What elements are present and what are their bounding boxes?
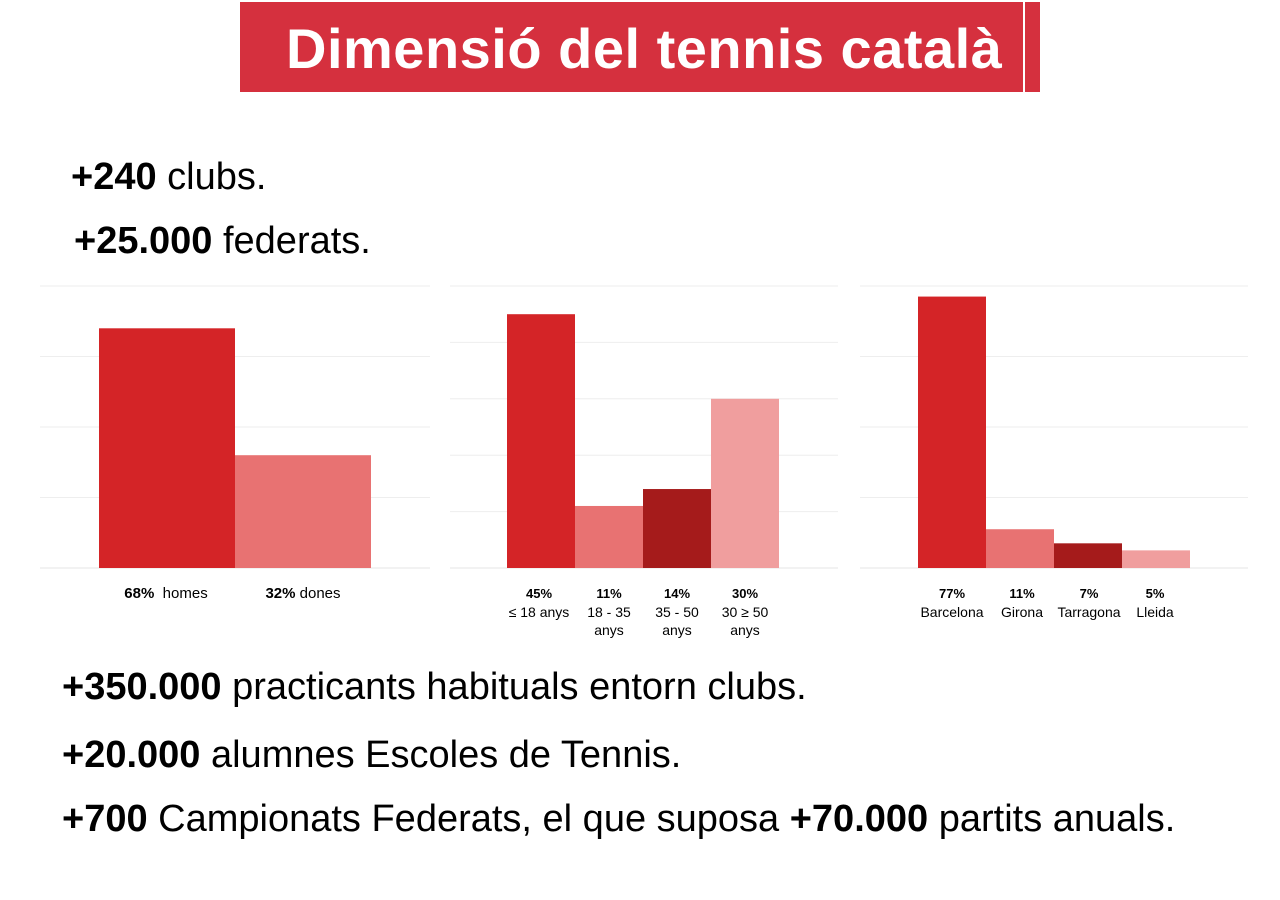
chart2-cat-2: 35 - 50 anys — [655, 604, 699, 638]
stat-campionats-value2: +70.000 — [789, 798, 929, 840]
chart3-pct-3: 5% — [1145, 586, 1165, 601]
chart2-pct-2: 14% — [663, 586, 691, 601]
stat-practicants: +350.000 practicants habituals entorn cl… — [62, 668, 807, 706]
stat-campionats-text2: partits anuals. — [928, 798, 1176, 840]
chart2-bar-2 — [643, 489, 711, 568]
stat-clubs-value: +240 — [71, 156, 157, 198]
chart2-bar-0 — [507, 314, 575, 568]
chart2-bar-3 — [711, 398, 779, 568]
stat-federats-text: federats. — [212, 220, 371, 262]
charts-area — [40, 285, 1248, 569]
chart1-label-dones: 32% dones — [235, 585, 371, 603]
stat-alumnes-value: +20.000 — [62, 734, 201, 776]
chart3-bar-3 — [1122, 550, 1190, 568]
title-banner: Dimensió del tennis català — [240, 2, 1040, 92]
chart1-label-homes: 68% homes — [96, 585, 236, 603]
chart3-bar-0 — [918, 296, 986, 568]
chart3-label-3: 5% Lleida — [1126, 585, 1184, 621]
stat-alumnes: +20.000 alumnes Escoles de Tennis. — [62, 736, 681, 774]
chart2-cat-3: 30 ≥ 50 anys — [721, 604, 769, 638]
stat-clubs: +240 clubs. — [71, 158, 266, 196]
chart3-pct-1: 11% — [1009, 586, 1035, 601]
page-title: Dimensió del tennis català — [286, 17, 1003, 80]
chart2-bar-1 — [575, 505, 643, 568]
chart3-cat-2: Tarragona — [1057, 604, 1121, 620]
stat-practicants-text: practicants habituals entorn clubs. — [221, 666, 807, 708]
chart3-cat-3: Lleida — [1136, 604, 1174, 620]
stat-alumnes-text: alumnes Escoles de Tennis. — [200, 734, 682, 776]
chart2-cat-0: ≤ 18 anys — [508, 604, 570, 620]
stat-federats-value: +25.000 — [74, 220, 213, 262]
chart3-label-2: 7% Tarragona — [1050, 585, 1128, 621]
chart1-pct-homes: 68% — [124, 585, 155, 602]
stat-clubs-text: clubs. — [156, 156, 267, 198]
chart1-bar-0 — [99, 328, 235, 568]
stat-federats: +25.000 federats. — [74, 222, 371, 260]
chart2-cat-1: 18 - 35 anys — [587, 604, 631, 638]
chart2-pct-0: 45% — [525, 586, 553, 601]
stat-campionats-text1: Campionats Federats, el que suposa — [147, 798, 790, 840]
stat-campionats-value1: +700 — [62, 798, 148, 840]
chart3-pct-0: 77% — [938, 586, 966, 601]
chart3-bar-2 — [1054, 543, 1122, 568]
chart2-label-0: 45% ≤ 18 anys — [503, 585, 575, 621]
chart1-cat-dones: dones — [299, 585, 341, 602]
chart2-label-3: 30% 30 ≥ 50 anys — [711, 585, 779, 639]
title-banner-edge — [1023, 2, 1025, 92]
chart2-label-1: 11% 18 - 35 anys — [575, 585, 643, 639]
chart2-label-2: 14% 35 - 50 anys — [643, 585, 711, 639]
chart2-pct-3: 30% — [731, 586, 759, 601]
chart3-cat-1: Girona — [1000, 604, 1044, 620]
stat-campionats: +700 Campionats Federats, el que suposa … — [62, 800, 1175, 838]
chart1-cat-homes: homes — [162, 585, 208, 602]
chart1-bar-1 — [235, 455, 371, 568]
chart3-bar-1 — [986, 529, 1054, 568]
chart1-pct-dones: 32% — [265, 585, 296, 602]
chart3-pct-2: 7% — [1079, 586, 1099, 601]
chart2-pct-1: 11% — [596, 586, 622, 601]
chart3-label-0: 77% Barcelona — [914, 585, 990, 621]
chart3-label-1: 11% Girona — [990, 585, 1054, 621]
chart3-cat-0: Barcelona — [920, 604, 984, 620]
stat-practicants-value: +350.000 — [62, 666, 222, 708]
